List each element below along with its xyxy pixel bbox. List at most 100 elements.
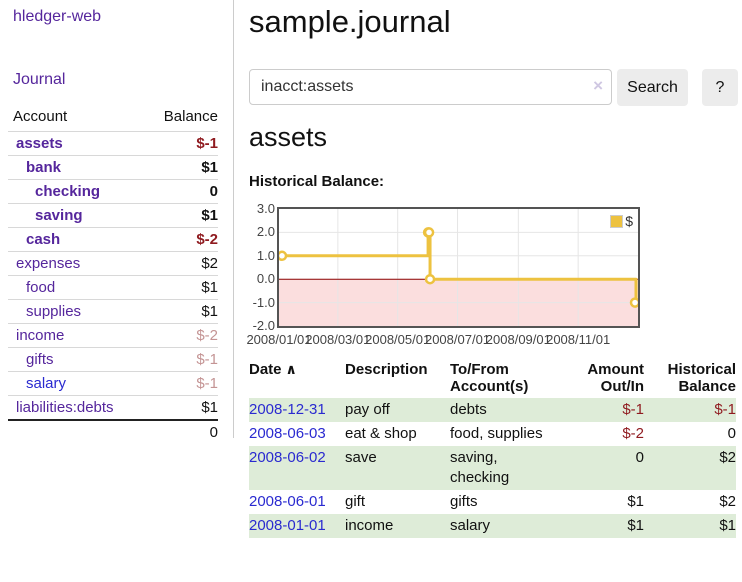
accounts-total-value: 0	[142, 419, 218, 444]
register-row: 2008-12-31 pay off debts $-1 $-1	[249, 398, 736, 422]
account-balance: $2	[142, 251, 218, 276]
account-link-salary[interactable]: salary	[26, 375, 67, 392]
account-balance: $1	[142, 299, 218, 324]
account-link-income[interactable]: income	[16, 327, 65, 344]
x-axis-tick-label: 2008/11/01	[546, 332, 611, 347]
y-axis-tick-label: 3.0	[256, 201, 275, 216]
transaction-balance: $2	[719, 493, 736, 510]
transaction-accounts: food, supplies	[450, 425, 543, 442]
account-row: bank $1	[8, 155, 218, 180]
sidebar-divider	[233, 0, 234, 438]
register-col-description: Description	[345, 361, 428, 378]
register-col-amount: Amount Out/In	[587, 361, 644, 395]
search-input[interactable]	[249, 69, 612, 105]
account-balance: $-2	[142, 227, 218, 252]
app-title-link[interactable]: hledger-web	[13, 8, 102, 25]
transaction-balance: 0	[727, 425, 736, 442]
transaction-accounts: gifts	[450, 493, 478, 510]
chart-plot-area: $	[277, 207, 640, 328]
sort-ascending-icon: ∧	[285, 361, 297, 377]
account-row: food $1	[8, 275, 218, 300]
y-axis-tick-label: -2.0	[252, 318, 275, 333]
register-col-accounts: To/From Account(s)	[450, 361, 529, 395]
x-axis-tick-label: 2008/03/01	[305, 332, 371, 347]
account-balance: $-1	[142, 131, 218, 156]
account-balance: $-1	[142, 371, 218, 396]
account-row: supplies $1	[8, 299, 218, 324]
search-button[interactable]: Search	[617, 69, 688, 106]
accounts-total-row: 0	[8, 419, 218, 444]
account-link-checking[interactable]: checking	[35, 183, 101, 200]
account-link-food[interactable]: food	[26, 279, 56, 296]
accounts-body: assets $-1 bank $1 checking 0 saving $1 cash $-2 e…	[8, 131, 218, 420]
transaction-date-link[interactable]: 2008-01-01	[249, 517, 326, 534]
balance-chart: $ 3.0 2.0 1.0 0.0 -1.0 -2.0 2008/01/01 2008/03/…	[246, 200, 742, 348]
account-balance: $1	[142, 275, 218, 300]
transaction-date-link[interactable]: 2008-06-02	[249, 449, 326, 466]
clear-search-icon[interactable]: ×	[593, 76, 603, 95]
accounts-col-balance: Balance	[163, 108, 218, 125]
transaction-accounts: saving, checking	[450, 446, 560, 490]
account-balance: 0	[142, 179, 218, 204]
account-heading: assets	[249, 122, 328, 152]
register-col-date[interactable]: Date ∧	[249, 361, 297, 378]
sidebar-item-journal[interactable]: Journal	[13, 71, 66, 88]
account-row: saving $1	[8, 203, 218, 228]
transaction-description: income	[345, 514, 450, 538]
legend-swatch-icon	[610, 214, 624, 228]
register-row: 2008-01-01 income salary $1 $1	[249, 514, 736, 538]
transaction-balance: $2	[644, 446, 736, 490]
search-bar: × Search ?	[249, 69, 742, 106]
account-link-gifts[interactable]: gifts	[26, 351, 54, 368]
transaction-date-link[interactable]: 2008-06-03	[249, 425, 326, 442]
transaction-amount: $1	[560, 514, 644, 538]
account-link-supplies[interactable]: supplies	[26, 303, 82, 320]
register-col-balance: Historical Balance	[667, 361, 736, 395]
account-row: assets $-1	[8, 131, 218, 156]
y-axis-tick-label: 2.0	[256, 224, 275, 240]
transaction-accounts: debts	[450, 398, 560, 422]
register-table: Date ∧ Description To/From Account(s) Amo…	[249, 358, 736, 538]
account-link-liabilities-debts[interactable]: liabilities:debts	[16, 399, 114, 416]
transaction-balance: $1	[644, 514, 736, 538]
account-balance: $-1	[142, 347, 218, 372]
account-row: gifts $-1	[8, 347, 218, 372]
chart-canvas	[279, 209, 638, 326]
register-row: 2008-06-01 gift gifts $1 $2	[249, 490, 736, 514]
chart-title: Historical Balance:	[249, 173, 385, 190]
page-title: sample.journal	[249, 4, 451, 39]
main-content: sample.journal × Search ? assets Histori…	[246, 0, 742, 538]
account-row: salary $-1	[8, 371, 218, 396]
transaction-description: gift	[345, 493, 366, 510]
account-balance: $1	[142, 395, 218, 420]
x-axis-tick-label: 2008/01/01	[246, 332, 312, 347]
y-axis-tick-label: -1.0	[252, 294, 275, 310]
account-link-saving[interactable]: saving	[35, 207, 83, 224]
x-axis-tick-label: 2008/07/01	[424, 332, 491, 347]
transaction-date-link[interactable]: 2008-12-31	[249, 401, 326, 418]
transaction-amount: $1	[627, 493, 644, 510]
legend-label: $	[625, 213, 633, 229]
account-link-bank[interactable]: bank	[26, 159, 62, 176]
transaction-date-link[interactable]: 2008-06-01	[249, 493, 326, 510]
account-link-expenses[interactable]: expenses	[16, 255, 81, 272]
transaction-amount: $-2	[622, 425, 644, 442]
account-link-cash[interactable]: cash	[26, 231, 61, 248]
transaction-description: eat & shop	[345, 425, 417, 442]
transaction-description: pay off	[345, 398, 450, 422]
x-axis-tick-label: 2008/09/01	[485, 332, 551, 347]
accounts-table: Account Balance assets $-1 bank $1 checking 0…	[8, 104, 218, 444]
account-balance: $1	[142, 203, 218, 228]
transaction-balance: $-1	[644, 398, 736, 422]
y-axis-tick-label: 0.0	[256, 271, 275, 287]
y-axis-tick-label: 1.0	[256, 247, 275, 263]
help-button[interactable]: ?	[702, 69, 738, 106]
account-row: liabilities:debts $1	[8, 395, 218, 420]
account-row: cash $-2	[8, 227, 218, 252]
accounts-col-account: Account	[13, 108, 68, 125]
transaction-accounts: salary	[450, 514, 560, 538]
x-axis-tick-label: 2008/05/01	[365, 332, 431, 347]
account-row: expenses $2	[8, 251, 218, 276]
account-link-assets[interactable]: assets	[16, 135, 63, 152]
account-balance: $-2	[142, 323, 218, 348]
